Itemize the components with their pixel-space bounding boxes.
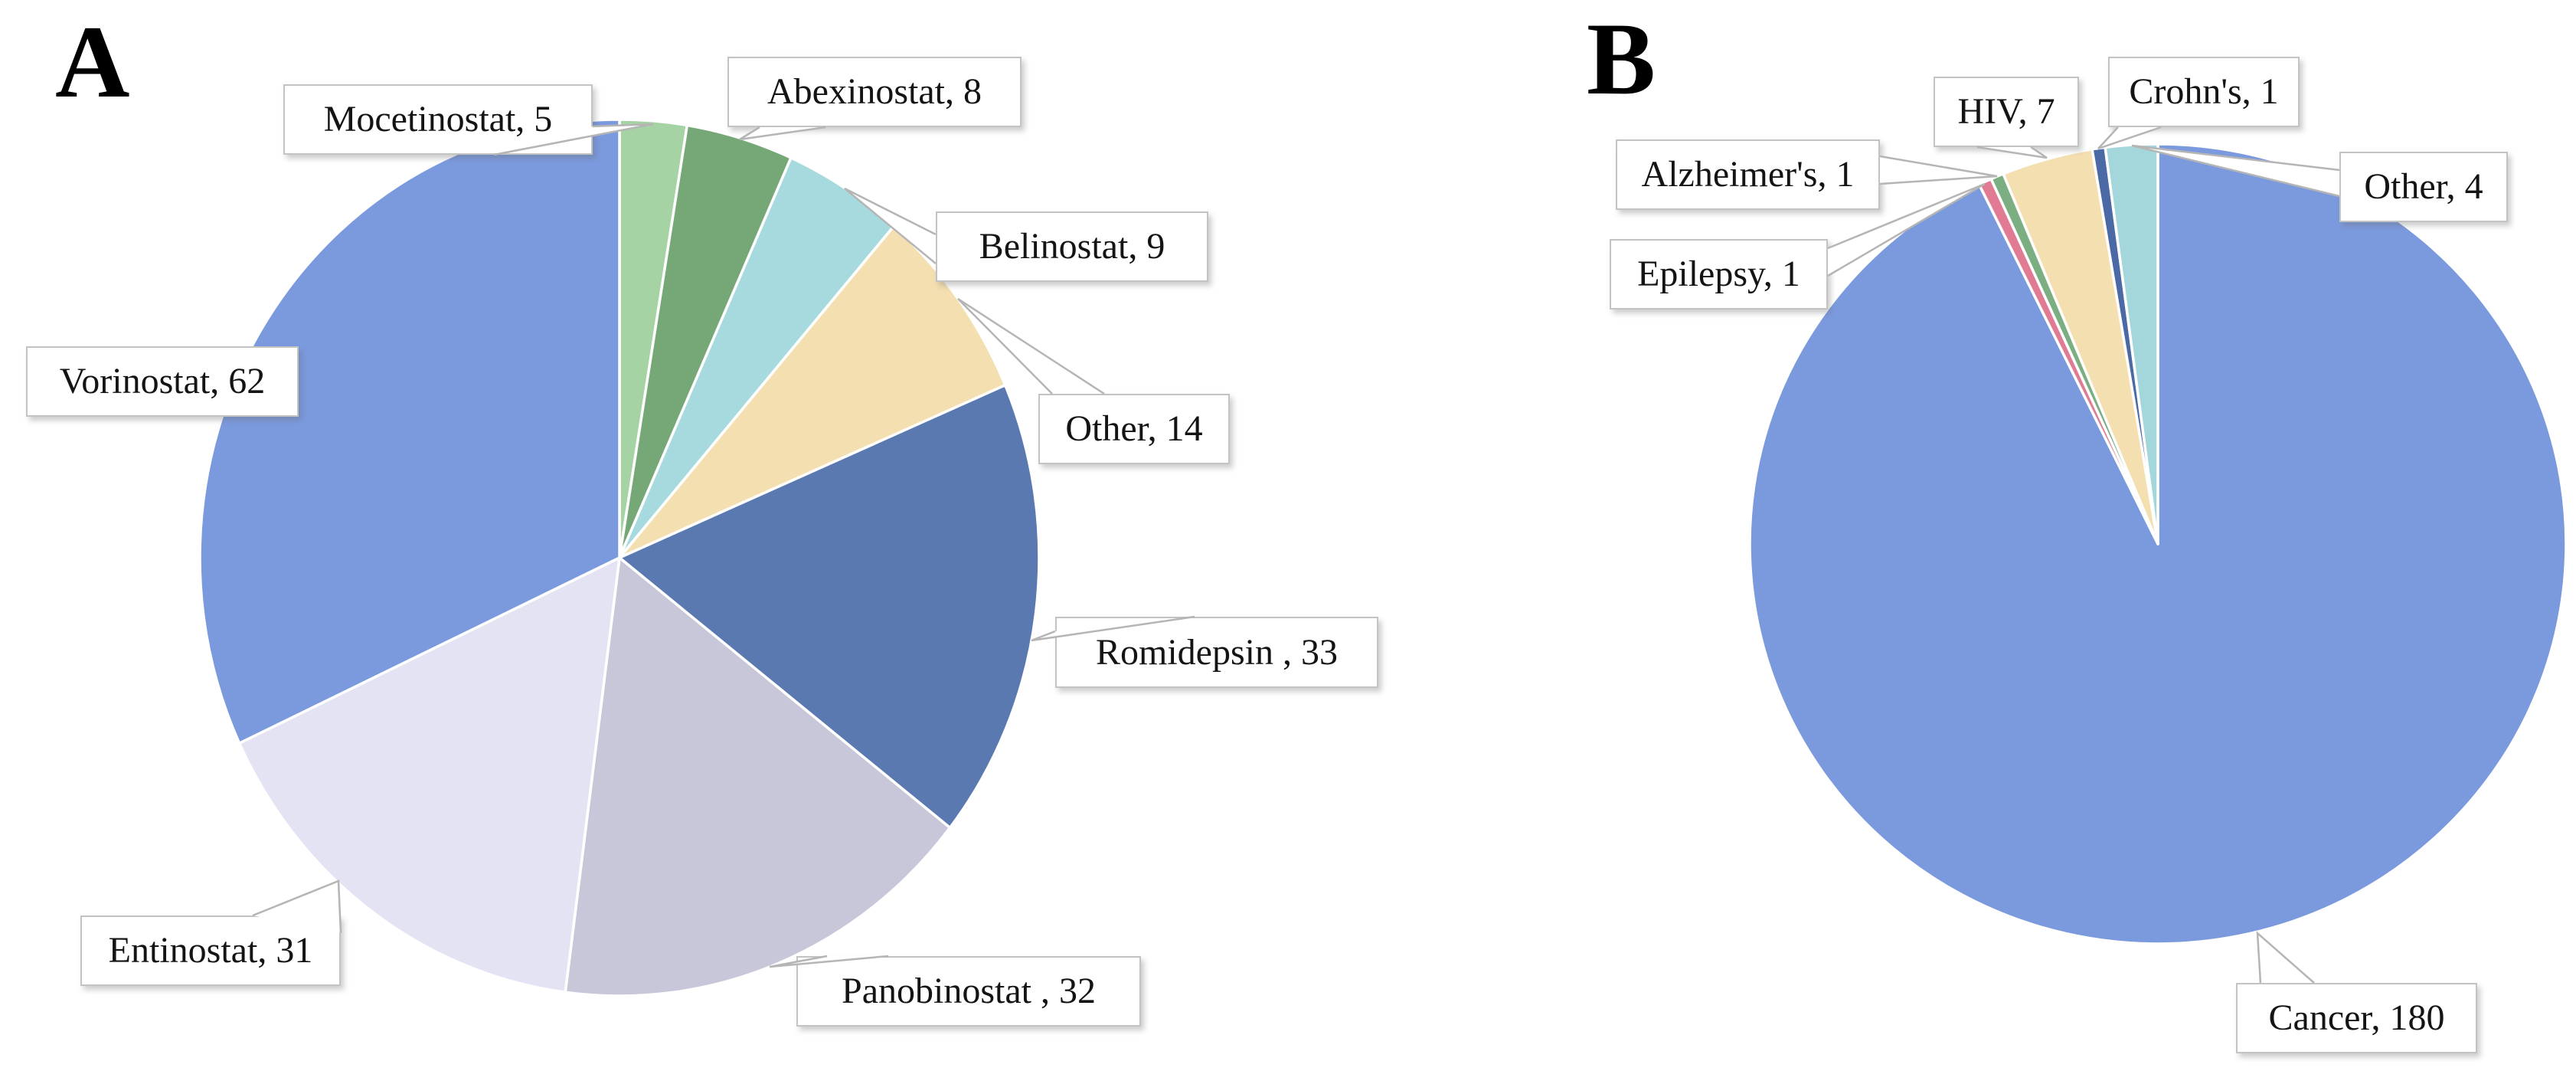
callout-mocetinostat-text: Mocetinostat, 5 (323, 99, 553, 140)
callout-panobinostat: Panobinostat , 32 (796, 956, 1141, 1027)
callout-romidepsin: Romidepsin , 33 (1055, 617, 1378, 688)
callout-other-a-text: Other, 14 (1065, 408, 1203, 450)
callout-belinostat-text: Belinostat, 9 (979, 226, 1165, 267)
panel-b-title: B (1587, 2, 1656, 116)
callout-panobinostat-text: Panobinostat , 32 (842, 971, 1096, 1012)
pie-b (1748, 142, 2568, 945)
callout-other-a: Other, 14 (1038, 394, 1230, 464)
callout-hiv-text: HIV, 7 (1957, 91, 2055, 133)
callout-other-b: Other, 4 (2339, 152, 2508, 222)
callout-epilepsy-text: Epilepsy, 1 (1637, 254, 1800, 295)
callout-alzheimers-text: Alzheimer's, 1 (1641, 154, 1855, 195)
callout-cancer: Cancer, 180 (2236, 983, 2477, 1053)
callout-crohns-text: Crohn's, 1 (2129, 71, 2279, 113)
callout-entinostat: Entinostat, 31 (80, 915, 341, 986)
pie-a (198, 118, 1041, 997)
callout-vorinostat-text: Vorinostat, 62 (59, 361, 266, 402)
callout-abexinostat: Abexinostat, 8 (727, 57, 1022, 127)
pie-slice-romidepsin (618, 383, 1041, 830)
callout-hiv: HIV, 7 (1934, 77, 2079, 147)
callout-vorinostat: Vorinostat, 62 (26, 346, 299, 417)
panel-a-title: A (55, 5, 130, 120)
callout-other-b-text: Other, 4 (2364, 166, 2483, 208)
callout-crohns: Crohn's, 1 (2108, 57, 2300, 127)
callout-abexinostat-text: Abexinostat, 8 (767, 71, 982, 113)
callout-romidepsin-text: Romidepsin , 33 (1095, 631, 1338, 673)
callout-belinostat: Belinostat, 9 (936, 211, 1208, 282)
callout-alzheimers: Alzheimer's, 1 (1616, 139, 1880, 210)
callout-cancer-text: Cancer, 180 (2268, 997, 2445, 1039)
callout-mocetinostat: Mocetinostat, 5 (283, 84, 593, 155)
pie-slice-entinostat (237, 556, 621, 994)
callout-entinostat-text: Entinostat, 31 (108, 930, 313, 971)
callout-epilepsy: Epilepsy, 1 (1610, 239, 1828, 310)
